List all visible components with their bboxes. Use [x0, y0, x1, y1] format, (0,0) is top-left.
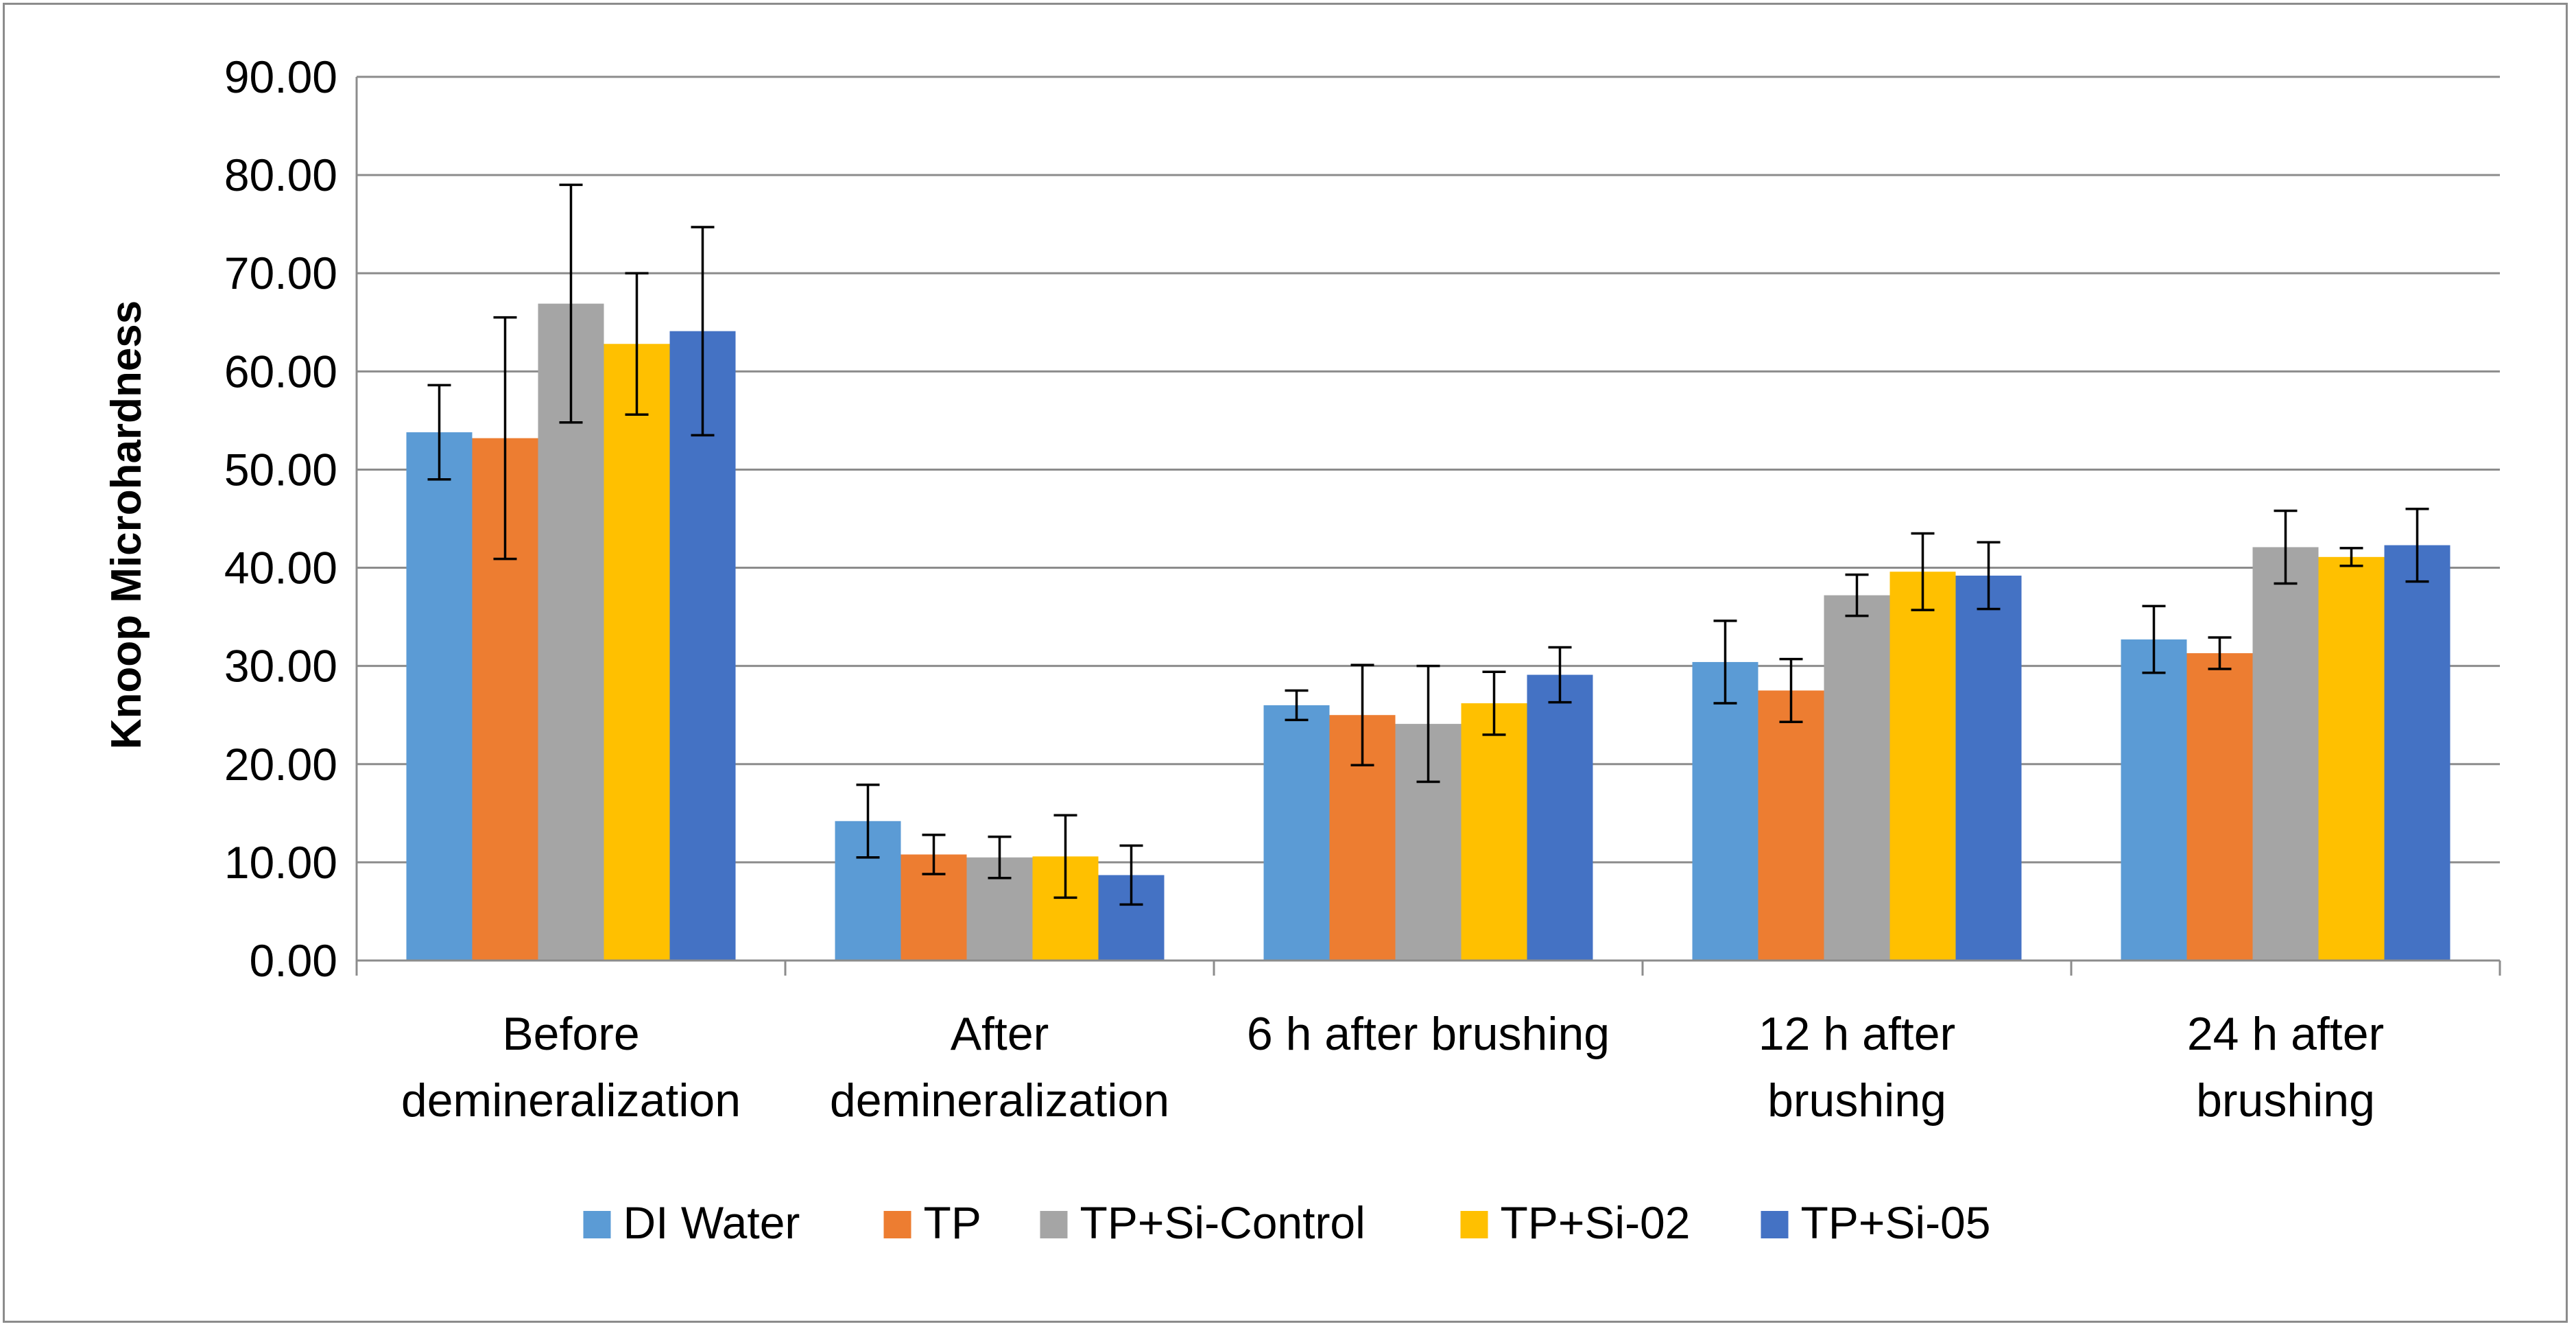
x-tick-label: Before: [502, 1008, 639, 1060]
bar: [1824, 595, 1890, 961]
x-tick-label: 24 h after: [2187, 1008, 2384, 1060]
error-bars: [427, 183, 2429, 906]
legend-label: TP+Si-Control: [1080, 1197, 1365, 1248]
x-tick-label: After: [951, 1008, 1049, 1060]
x-tick-label: 12 h after: [1758, 1008, 1955, 1060]
y-tick-label: 60.00: [224, 346, 337, 397]
y-tick-label: 70.00: [224, 248, 337, 298]
bar: [1461, 703, 1527, 961]
bar: [2121, 639, 2187, 961]
y-tick-label: 30.00: [224, 641, 337, 692]
x-tick-label: 6 h after brushing: [1247, 1008, 1610, 1060]
x-tick-label: demineralization: [830, 1074, 1169, 1127]
y-tick-label: 10.00: [224, 837, 337, 888]
y-tick-label: 0.00: [250, 935, 337, 986]
y-axis-title: Knoop Microhardness: [103, 301, 150, 750]
x-tick-label: brushing: [2196, 1074, 2375, 1127]
y-tick-label: 50.00: [224, 444, 337, 495]
y-tick-label: 90.00: [224, 51, 337, 102]
bar: [1889, 572, 1956, 961]
bar: [2186, 653, 2253, 961]
legend-swatch: [1761, 1211, 1789, 1238]
y-tick-label: 80.00: [224, 150, 337, 200]
bar: [2318, 556, 2385, 961]
bar: [1758, 690, 1824, 961]
x-tick-label: demineralization: [401, 1074, 741, 1127]
legend-swatch: [1040, 1211, 1068, 1238]
legend-label: DI Water: [623, 1197, 800, 1248]
legend-swatch: [583, 1211, 611, 1238]
axis-labels: 0.00 10.00 20.00 30.00 40.00 50.00 60.00 70.00 8…: [224, 51, 2384, 1127]
y-tick-label: 40.00: [224, 543, 337, 593]
bar: [1527, 674, 1593, 961]
x-tick-label: brushing: [1767, 1074, 1946, 1127]
bar: [2384, 545, 2450, 961]
bar: [1692, 661, 1758, 961]
bar: [2252, 547, 2319, 961]
y-tick-label: 20.00: [224, 739, 337, 790]
bar: [604, 344, 670, 961]
bar: [1263, 705, 1330, 961]
bar: [406, 432, 473, 961]
bar: [1955, 576, 2022, 961]
legend: DI Water TP TP+Si-Control TP+Si-02 TP+Si-05: [583, 1197, 1991, 1248]
axes: [355, 77, 2501, 976]
legend-label: TP+Si-05: [1801, 1197, 1991, 1248]
legend-label: TP: [924, 1197, 981, 1248]
legend-swatch: [1460, 1211, 1488, 1238]
bars: [406, 303, 2450, 961]
legend-label: TP+Si-02: [1501, 1197, 1691, 1248]
legend-swatch: [883, 1211, 911, 1238]
